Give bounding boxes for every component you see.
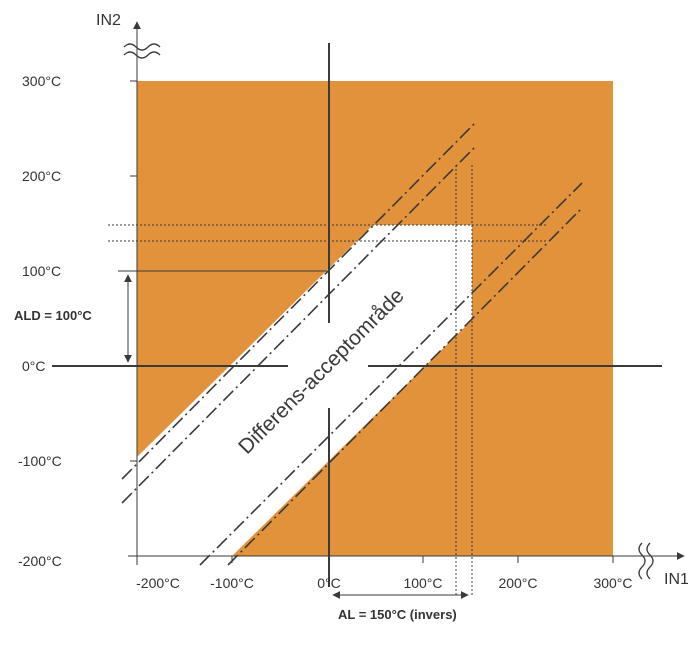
x-tick-label: 0°C	[317, 575, 341, 591]
x-tick-label: 200°C	[498, 575, 537, 591]
y-tick-label: -100°C	[18, 453, 62, 469]
x-axis-break-icon	[638, 542, 654, 580]
x-axis-name: IN1	[664, 571, 688, 588]
x-tick-marks	[231, 556, 614, 563]
ald-label: ALD = 100°C	[14, 308, 92, 323]
offset-line-1	[121, 121, 477, 480]
y-tick-label: -200°C	[18, 553, 62, 569]
y-tick-label: 0°C	[22, 358, 46, 374]
offset-line-4	[227, 207, 583, 566]
x-tick-label: -100°C	[210, 575, 254, 591]
x-tick-label: 100°C	[403, 575, 442, 591]
y-tick-label: 100°C	[22, 263, 61, 279]
x-tick-label: -200°C	[136, 575, 180, 591]
y-tick-label: 300°C	[22, 73, 61, 89]
y-tick-label: 200°C	[22, 168, 61, 184]
y-axis-name: IN2	[96, 12, 121, 29]
acceptance-area	[137, 225, 472, 556]
offset-line-2	[121, 145, 477, 504]
y-axis-break-icon	[123, 43, 161, 59]
x-tick-label: 300°C	[593, 575, 632, 591]
offset-line-3	[199, 182, 583, 566]
al-label: AL = 150°C (invers)	[338, 607, 457, 622]
